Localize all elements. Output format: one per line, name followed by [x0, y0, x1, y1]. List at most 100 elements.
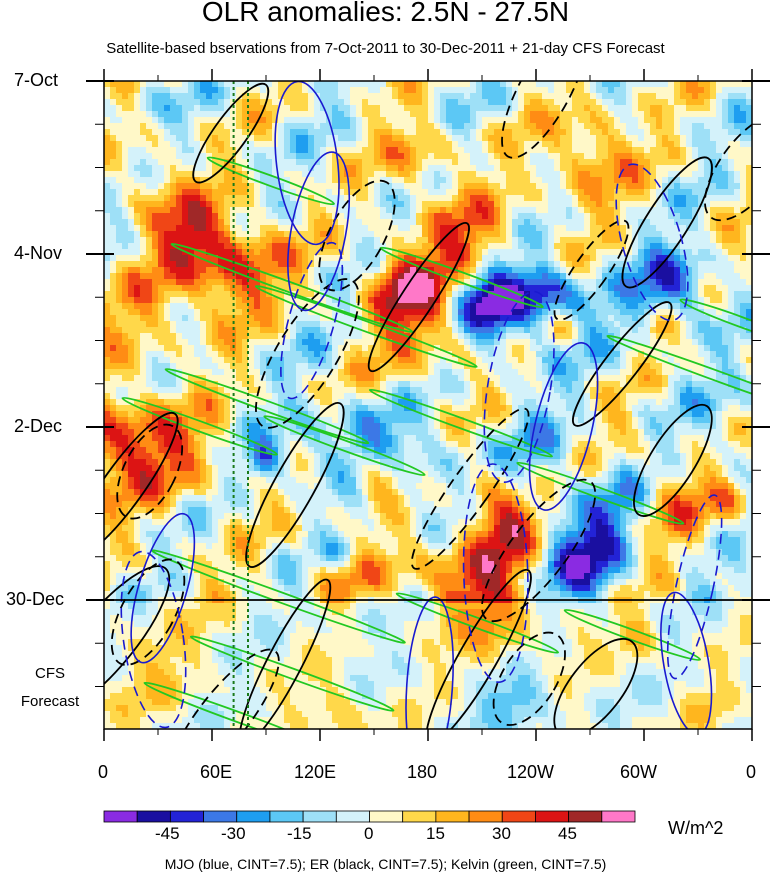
anomaly-cell: [326, 225, 333, 232]
anomaly-cell: [212, 273, 219, 280]
anomaly-cell: [362, 279, 369, 286]
anomaly-cell: [224, 207, 231, 214]
anomaly-cell: [644, 231, 651, 238]
anomaly-cell: [320, 285, 327, 292]
anomaly-cell: [740, 309, 747, 316]
anomaly-cell: [110, 105, 117, 112]
anomaly-cell: [146, 177, 153, 184]
anomaly-cell: [656, 87, 663, 94]
anomaly-cell: [410, 243, 417, 250]
anomaly-cell: [128, 129, 135, 136]
anomaly-cell: [668, 291, 675, 298]
anomaly-cell: [506, 81, 513, 88]
anomaly-cell: [104, 153, 111, 160]
anomaly-cell: [320, 141, 327, 148]
anomaly-cell: [170, 183, 177, 190]
anomaly-cell: [488, 99, 495, 106]
anomaly-cell: [230, 237, 237, 244]
anomaly-cell: [404, 351, 411, 358]
anomaly-cell: [632, 141, 639, 148]
anomaly-cell: [212, 87, 219, 94]
anomaly-cell: [128, 243, 135, 250]
anomaly-cell: [458, 183, 465, 190]
anomaly-cell: [266, 267, 273, 274]
anomaly-cell: [182, 99, 189, 106]
anomaly-cell: [482, 249, 489, 256]
anomaly-cell: [608, 189, 615, 196]
anomaly-cell: [440, 201, 447, 208]
anomaly-cell: [500, 339, 507, 346]
anomaly-cell: [698, 93, 705, 100]
anomaly-cell: [416, 231, 423, 238]
anomaly-cell: [644, 207, 651, 214]
anomaly-cell: [446, 171, 453, 178]
anomaly-cell: [344, 159, 351, 166]
anomaly-cell: [674, 183, 681, 190]
anomaly-cell: [704, 243, 711, 250]
anomaly-cell: [626, 303, 633, 310]
anomaly-cell: [398, 321, 405, 328]
anomaly-cell: [644, 327, 651, 334]
anomaly-cell: [680, 141, 687, 148]
anomaly-cell: [134, 321, 141, 328]
anomaly-cell: [302, 117, 309, 124]
anomaly-cell: [692, 261, 699, 268]
anomaly-cell: [368, 297, 375, 304]
anomaly-cell: [440, 303, 447, 310]
anomaly-cell: [494, 189, 501, 196]
anomaly-cell: [320, 345, 327, 352]
anomaly-cell: [134, 291, 141, 298]
anomaly-cell: [176, 165, 183, 172]
anomaly-cell: [470, 327, 477, 334]
anomaly-cell: [482, 153, 489, 160]
anomaly-cell: [566, 117, 573, 124]
anomaly-cell: [224, 249, 231, 256]
anomaly-cell: [152, 291, 159, 298]
anomaly-cell: [248, 351, 255, 358]
anomaly-cell: [374, 327, 381, 334]
anomaly-cell: [428, 135, 435, 142]
anomaly-cell: [110, 315, 117, 322]
anomaly-cell: [362, 297, 369, 304]
anomaly-cell: [680, 177, 687, 184]
anomaly-cell: [248, 105, 255, 112]
anomaly-cell: [308, 303, 315, 310]
anomaly-cell: [530, 129, 537, 136]
anomaly-cell: [674, 237, 681, 244]
anomaly-cell: [296, 213, 303, 220]
anomaly-cell: [746, 99, 752, 106]
anomaly-cell: [368, 213, 375, 220]
anomaly-cell: [674, 129, 681, 136]
anomaly-cell: [362, 285, 369, 292]
anomaly-cell: [740, 345, 747, 352]
anomaly-cell: [404, 99, 411, 106]
anomaly-cell: [656, 189, 663, 196]
anomaly-cell: [464, 195, 471, 202]
anomaly-cell: [554, 147, 561, 154]
anomaly-cell: [350, 213, 357, 220]
anomaly-cell: [524, 231, 531, 238]
anomaly-cell: [146, 159, 153, 166]
anomaly-cell: [530, 327, 537, 334]
anomaly-cell: [746, 315, 752, 322]
anomaly-cell: [584, 195, 591, 202]
anomaly-cell: [284, 177, 291, 184]
anomaly-cell: [614, 303, 621, 310]
anomaly-cell: [314, 351, 321, 358]
anomaly-cell: [716, 111, 723, 118]
anomaly-cell: [212, 351, 219, 358]
anomaly-cell: [254, 153, 261, 160]
anomaly-cell: [704, 195, 711, 202]
anomaly-cell: [692, 81, 699, 88]
anomaly-cell: [290, 159, 297, 166]
anomaly-cell: [740, 195, 747, 202]
anomaly-cell: [500, 333, 507, 340]
anomaly-cell: [536, 351, 543, 358]
anomaly-cell: [644, 87, 651, 94]
anomaly-cell: [272, 201, 279, 208]
anomaly-cell: [470, 345, 477, 352]
anomaly-cell: [590, 123, 597, 130]
anomaly-cell: [572, 273, 579, 280]
anomaly-cell: [656, 333, 663, 340]
anomaly-cell: [380, 261, 387, 268]
